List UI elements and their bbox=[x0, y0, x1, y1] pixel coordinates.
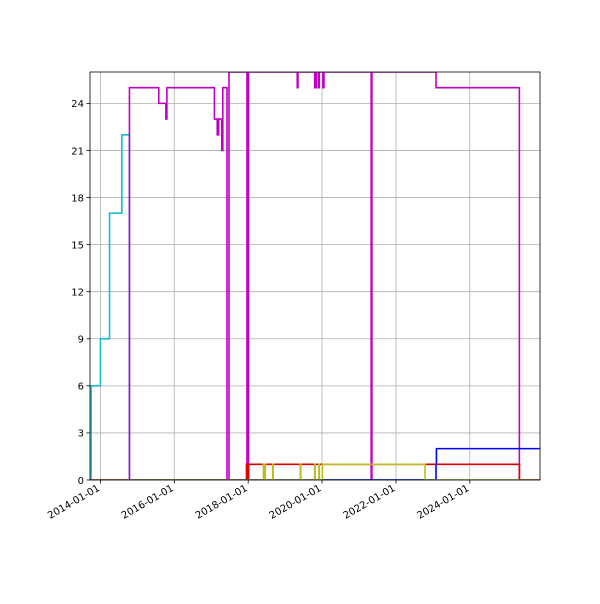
series-line-5 bbox=[90, 463, 540, 480]
y-tick-label: 15 bbox=[71, 240, 84, 251]
y-tick-label: 12 bbox=[71, 287, 84, 298]
x-tick-label: 2014-01-01 bbox=[46, 483, 102, 522]
y-tick-label: 0 bbox=[78, 476, 84, 487]
y-tick-label: 24 bbox=[71, 99, 84, 110]
series-line-3 bbox=[90, 463, 540, 480]
grid-layer bbox=[90, 72, 540, 481]
series-layer bbox=[90, 72, 540, 480]
y-tick-label: 21 bbox=[71, 146, 84, 157]
y-tick-label: 18 bbox=[71, 193, 84, 204]
x-tick-label: 2024-01-01 bbox=[415, 483, 471, 522]
x-tick-label: 2022-01-01 bbox=[342, 483, 398, 522]
x-tick-label: 2018-01-01 bbox=[194, 483, 250, 522]
y-tick-label: 3 bbox=[78, 429, 84, 440]
frame-layer bbox=[89, 71, 541, 481]
x-tick-label: 2016-01-01 bbox=[120, 483, 176, 522]
y-tick-label: 6 bbox=[78, 382, 84, 393]
series-line-1 bbox=[90, 133, 540, 480]
series-line-4 bbox=[90, 447, 540, 480]
series-line-2 bbox=[90, 72, 540, 480]
plot-frame bbox=[89, 71, 541, 481]
y-tick-label: 9 bbox=[78, 335, 84, 346]
x-tick-label: 2020-01-01 bbox=[268, 483, 324, 522]
